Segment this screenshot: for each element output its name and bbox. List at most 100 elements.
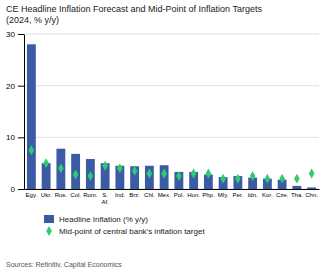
marker [102, 161, 108, 171]
tick-label: Rom. [83, 192, 98, 198]
tick: Rus. [55, 192, 68, 198]
tick: Rom. [83, 192, 98, 198]
grid-line [24, 189, 319, 190]
legend-label: Headline Inflation (% y/y) [59, 215, 148, 224]
tick: Mly. [218, 192, 229, 198]
bar [71, 154, 80, 189]
marker [279, 174, 285, 184]
tick-label: Chl. [144, 192, 155, 198]
grid-line [24, 34, 319, 35]
tick-label: Col. [70, 192, 81, 198]
tick: Php. [202, 192, 215, 198]
tick-label: Hun. [187, 192, 200, 198]
bar [130, 166, 139, 189]
bar [307, 187, 316, 189]
tick-label-line: Cze. [276, 192, 289, 198]
legend-item: Headline Inflation (% y/y) [44, 215, 148, 224]
marker [43, 158, 49, 168]
tick-mark [18, 137, 24, 138]
tick-label: Ukr. [41, 192, 52, 198]
tick: Egy. [26, 192, 38, 198]
tick-mark [18, 189, 24, 190]
tick: Tha. [291, 192, 303, 198]
tick: 0 [11, 185, 24, 194]
tick-label-line: S. [102, 192, 108, 198]
tick-label: Per. [233, 192, 244, 198]
tick: Ukr. [41, 192, 52, 198]
bar [86, 159, 95, 189]
tick-label: Cze. [276, 192, 289, 198]
tick-label-line: Per. [233, 192, 244, 198]
tick: Kor. [262, 192, 273, 198]
marker [58, 163, 64, 173]
tick-label-line: Col. [70, 192, 81, 198]
marker [206, 169, 212, 179]
tick-label-line: Af. [101, 199, 109, 205]
tick-label-line: Chl. [144, 192, 155, 198]
tick-label: Kor. [262, 192, 273, 198]
plot: 0102030Egy.Ukr.Rus.Col.Rom.S.Af.Ind.Brz.… [6, 30, 319, 205]
tick: Chn. [305, 192, 318, 198]
tick-label-line: Idn. [248, 192, 258, 198]
tick-label: Rus. [55, 192, 68, 198]
tick-label: Chn. [305, 192, 318, 198]
tick: Mex. [158, 192, 171, 198]
marker [191, 169, 197, 179]
tick-label-line: Tha. [291, 192, 303, 198]
marker [235, 174, 241, 184]
tick: Brz. [129, 192, 140, 198]
series [29, 145, 315, 183]
tick-label: Php. [202, 192, 215, 198]
x-axis: Egy.Ukr.Rus.Col.Rom.S.Af.Ind.Brz.Chl.Mex… [25, 190, 320, 205]
marker [176, 171, 182, 181]
tick: Idn. [248, 192, 258, 198]
title-line: CE Headline Inflation Forecast and Mid-P… [6, 4, 262, 14]
tick-label: 30 [6, 30, 15, 39]
axis-line [24, 35, 25, 190]
tick-label-line: Ind. [115, 192, 125, 198]
legend: Headline Inflation (% y/y) Mid-point of c… [44, 215, 205, 236]
tick-label-line: Brz. [129, 192, 140, 198]
marker [161, 169, 167, 179]
tick-label: S.Af. [101, 192, 109, 205]
tick-label-line: Pol. [174, 192, 185, 198]
tick-label: 10 [6, 133, 15, 142]
tick-label: Ind. [115, 192, 125, 198]
tick-mark [18, 34, 24, 35]
tick-label-line: Mex. [158, 192, 171, 198]
bar [56, 149, 65, 189]
bar [145, 166, 154, 189]
bar [27, 44, 36, 189]
annotation: Sources: Refinitiv, Capital Economics [6, 261, 122, 269]
legend-item: Mid-point of central bank's inflation ta… [46, 226, 205, 236]
y-axis: 0 10 20 30 [6, 30, 24, 194]
tick: Chl. [144, 192, 155, 198]
title-line: (2024, % y/y) [6, 15, 59, 25]
tick: Hun. [187, 192, 200, 198]
tick-label: 20 [6, 82, 15, 91]
tick: 30 [6, 30, 24, 39]
tick-label-line: Php. [202, 192, 215, 198]
bar [174, 172, 183, 189]
tick: Per. [233, 192, 244, 198]
title: CE Headline Inflation Forecast and Mid-P… [6, 4, 262, 25]
marker [220, 174, 226, 184]
tick-label-line: Ukr. [41, 192, 52, 198]
tick-label: Egy. [26, 192, 38, 198]
tick-label: Pol. [174, 192, 185, 198]
marker [88, 171, 94, 181]
grid [24, 34, 319, 189]
grid-line [24, 85, 319, 86]
marker [147, 169, 153, 179]
tick-label: Brz. [129, 192, 140, 198]
tick: Ind. [115, 192, 125, 198]
tick: 20 [6, 82, 24, 91]
tick-label: Mly. [218, 192, 229, 198]
tick-label: Tha. [291, 192, 303, 198]
tick: 10 [6, 133, 24, 142]
tick-label: Idn. [248, 192, 258, 198]
marker [73, 170, 79, 180]
series [27, 44, 316, 189]
tick-label-line: Hun. [187, 192, 200, 198]
tick-mark [18, 86, 24, 87]
